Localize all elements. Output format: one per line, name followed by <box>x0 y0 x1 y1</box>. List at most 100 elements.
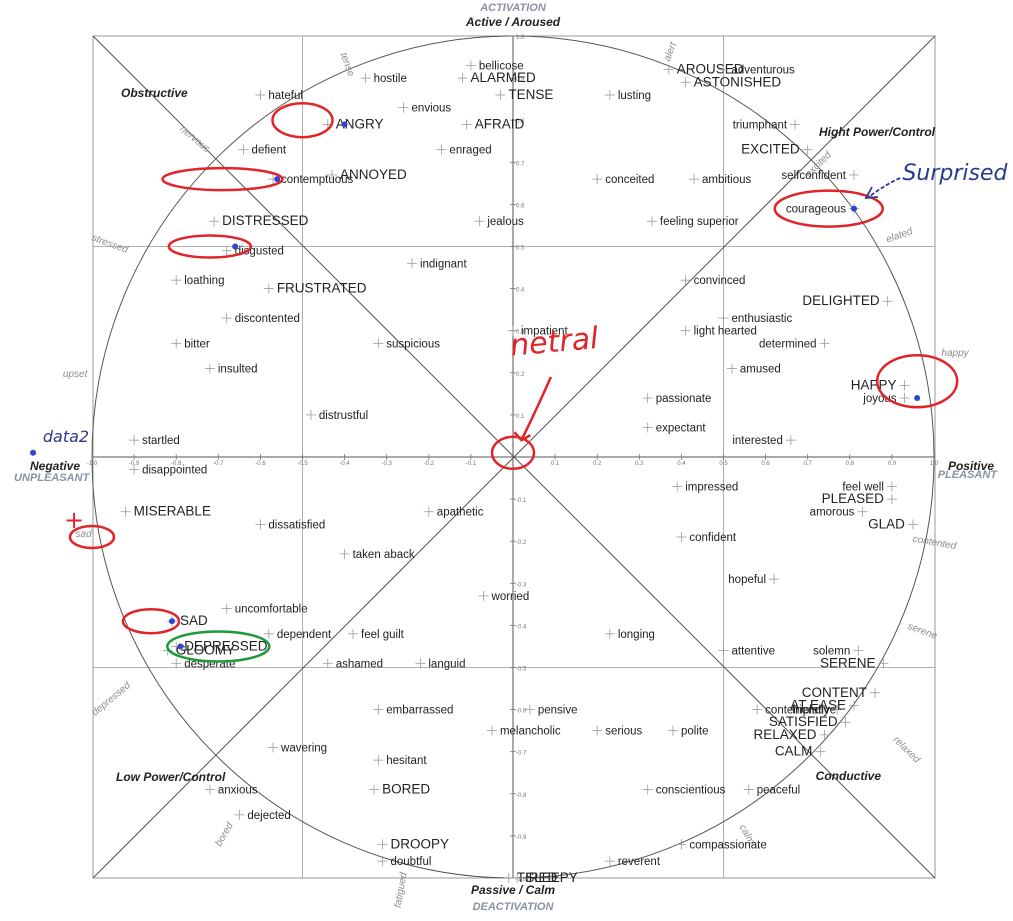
quadrant-label-bottom-right: Conductive <box>816 769 882 783</box>
red-circle-annotation <box>68 524 116 550</box>
emotion-word: MISERABLE <box>120 504 211 519</box>
y-tick-label: -0.9 <box>516 835 527 841</box>
emotion-word-label: defient <box>252 145 287 157</box>
emotion-word: ashamed <box>322 658 383 670</box>
emotion-word: ASTONISHED <box>680 74 781 89</box>
emotion-word: GLAD <box>868 516 918 531</box>
ring-label: fatigued <box>393 871 410 908</box>
emotion-word: embarrassed <box>373 704 453 717</box>
emotion-word-label: conceited <box>605 174 654 186</box>
handwritten-note: netral <box>509 321 601 364</box>
emotion-word: SLEEPY <box>512 870 578 885</box>
quadrant-label-top-left: Obstructive <box>121 86 188 100</box>
emotion-word-label: feel guilt <box>361 629 405 641</box>
emotion-word: loathing <box>171 275 224 287</box>
emotion-word-label: MISERABLE <box>134 504 211 519</box>
emotion-word: disappointed <box>129 464 207 477</box>
emotion-word: worried <box>478 590 530 603</box>
emotion-word-label: AT EASE <box>790 697 846 712</box>
emotion-word-label: doubtful <box>390 856 431 868</box>
emotion-word: envious <box>398 102 452 115</box>
x-tick-label: 0.6 <box>761 461 770 467</box>
emotion-word: ambitious <box>689 174 751 186</box>
emotion-word: feel well <box>842 481 897 493</box>
emotion-word-label: courageous <box>786 204 846 216</box>
emotion-word: hesitant <box>373 755 427 767</box>
emotion-word: conceited <box>592 174 654 186</box>
emotion-word: selfconfident <box>781 169 860 182</box>
x-tick-label: -1.0 <box>87 461 98 467</box>
x-tick-label: 0.4 <box>677 461 686 467</box>
handwritten-note: data2 <box>43 427 89 446</box>
emotion-word-label: pensive <box>538 705 578 717</box>
ring-label: depressed <box>90 680 133 719</box>
emotion-word-label: determined <box>759 338 817 350</box>
y-tick-label: 0.6 <box>516 203 525 209</box>
emotion-word-label: contemplative <box>765 705 836 717</box>
y-tick-label: -1.0 <box>516 877 527 883</box>
emotion-word-label: worried <box>491 591 530 603</box>
emotion-word-label: bellicose <box>479 60 524 72</box>
emotion-word: CALM <box>775 744 826 759</box>
emotion-word-label: distrustful <box>319 410 368 422</box>
emotion-word: hopeful <box>728 574 780 586</box>
emotion-word-label: passionate <box>656 393 712 405</box>
emotion-word-label: dissatisfied <box>268 519 325 531</box>
emotion-word-label: confident <box>689 532 736 544</box>
emotion-word: pensive <box>524 704 578 717</box>
blue-arrow-annotation <box>869 177 901 197</box>
x-tick-label: 0.1 <box>551 461 560 467</box>
emotion-word-label: contemptuous <box>281 174 353 186</box>
emotion-word: languid <box>415 658 465 670</box>
emotion-word: FRUSTRATED <box>263 281 367 296</box>
y-tick-label: 0.5 <box>516 246 525 252</box>
emotion-word-label: DISTRESSED <box>222 213 309 228</box>
emotion-word: distrustful <box>305 409 368 422</box>
y-tick-label: 0.1 <box>516 414 525 420</box>
emotion-word: adventurous <box>718 64 795 77</box>
emotion-word: discontented <box>221 313 300 325</box>
emotion-word-label: EXCITED <box>741 142 800 157</box>
emotion-word-label: PLEASED <box>822 491 885 506</box>
emotion-word-label: impressed <box>685 481 738 493</box>
handwritten-note: Surprised <box>902 161 1008 186</box>
x-tick-label: 0.8 <box>846 461 855 467</box>
emotion-word-label: light hearted <box>694 326 757 338</box>
ring-label: stressed <box>90 233 130 256</box>
emotion-word: SERENE <box>820 655 889 670</box>
y-tick-label: -0.3 <box>516 582 527 588</box>
y-tick-label: 1.0 <box>516 35 525 41</box>
emotion-word: DISTRESSED <box>209 213 309 228</box>
red-arrow-annotation <box>520 376 553 441</box>
emotion-word-label: AFRAID <box>475 116 525 131</box>
emotion-word-label: ANNOYED <box>340 167 407 182</box>
emotion-word: impatient <box>508 325 568 338</box>
emotion-word-label: feeling superior <box>660 216 739 228</box>
emotion-word-label: SERENE <box>820 655 876 670</box>
emotion-word-label: envious <box>412 103 452 115</box>
emotion-word-label: FRUSTRATED <box>277 281 367 296</box>
emotion-word: wavering <box>268 742 327 754</box>
top-caption: ACTIVATION <box>479 2 547 14</box>
emotion-word-label: longing <box>618 629 655 641</box>
emotion-word-label: attentive <box>732 646 775 658</box>
emotion-word-label: suspicious <box>386 338 440 350</box>
green-circle-annotation <box>166 630 271 663</box>
emotion-word: passionate <box>642 393 712 405</box>
emotion-word: bellicose <box>465 60 524 72</box>
emotion-word-label: ambitious <box>702 174 751 186</box>
top-label: Active / Aroused <box>465 15 561 29</box>
y-tick-label: 0.9 <box>516 77 525 83</box>
emotion-word-label: uncomfortable <box>235 604 308 616</box>
emotion-word: enthusiastic <box>718 313 792 325</box>
emotion-word: feeling superior <box>646 216 739 228</box>
y-tick-label: -0.6 <box>516 709 527 715</box>
emotion-word: longing <box>604 628 655 641</box>
x-tick-label: -0.2 <box>424 461 435 467</box>
emotion-word-label: dependent <box>277 629 332 641</box>
emotion-word-label: impatient <box>521 326 568 338</box>
emotion-word-label: ANGRY <box>336 116 384 131</box>
emotion-word: triumphant <box>733 119 801 131</box>
emotion-word-label: languid <box>428 658 465 670</box>
red-arrowhead <box>513 431 532 442</box>
